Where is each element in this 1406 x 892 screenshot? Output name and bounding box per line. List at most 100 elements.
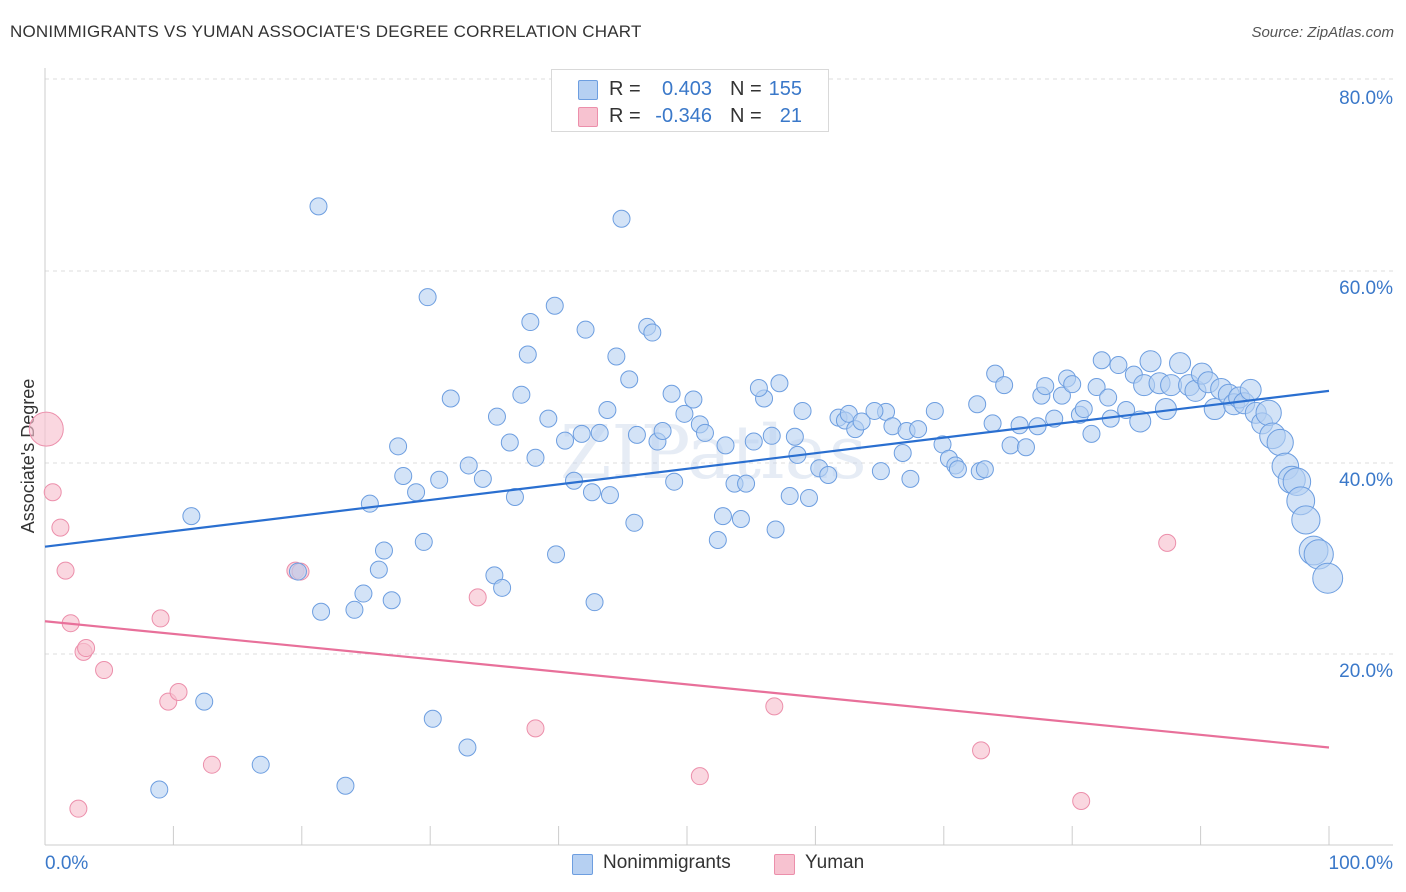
data-point-nonimmigrants: [1082, 424, 1101, 443]
data-point-nonimmigrants: [968, 395, 987, 414]
data-point-nonimmigrants: [983, 414, 1002, 433]
data-point-yuman: [43, 483, 62, 502]
y-tick-label: 40.0%: [1339, 470, 1393, 491]
data-point-nonimmigrants: [1063, 375, 1082, 394]
trend-line-nonimmigrants: [44, 389, 1330, 548]
data-point-nonimmigrants: [625, 513, 644, 532]
data-point-nonimmigrants: [585, 593, 604, 612]
data-point-nonimmigrants: [1036, 377, 1055, 396]
r-label: R =: [609, 78, 641, 100]
data-point-nonimmigrants: [909, 420, 928, 439]
data-point-nonimmigrants: [590, 423, 609, 442]
r-label: R =: [609, 105, 641, 127]
r-value: -0.346: [655, 105, 712, 127]
data-point-nonimmigrants: [627, 425, 646, 444]
data-point-nonimmigrants: [423, 709, 442, 728]
data-point-nonimmigrants: [925, 401, 944, 420]
data-point-nonimmigrants: [545, 296, 564, 315]
data-point-nonimmigrants: [369, 560, 388, 579]
data-point-yuman: [151, 609, 170, 628]
data-point-nonimmigrants: [799, 488, 818, 507]
y-axis-label: Associate's Degree: [18, 379, 38, 534]
correlation-legend: R = 0.403 N = 155 R = -0.346 N = 21: [551, 69, 829, 132]
data-point-nonimmigrants: [785, 427, 804, 446]
data-point-nonimmigrants: [195, 692, 214, 711]
data-point-yuman: [690, 767, 709, 786]
data-point-nonimmigrants: [975, 460, 994, 479]
data-point-nonimmigrants: [1239, 378, 1262, 401]
data-point-nonimmigrants: [1169, 352, 1192, 375]
series-legend: Nonimmigrants Yuman: [0, 852, 1406, 878]
data-point-nonimmigrants: [1291, 505, 1321, 535]
legend-swatch-nonimmigrants: [572, 854, 593, 875]
legend-row-nonimmigrants: R = 0.403 N = 155: [552, 76, 828, 102]
data-point-nonimmigrants: [518, 345, 537, 364]
data-point-nonimmigrants: [1255, 399, 1282, 427]
data-point-nonimmigrants: [620, 370, 639, 389]
data-point-nonimmigrants: [556, 431, 575, 450]
data-point-nonimmigrants: [382, 591, 401, 610]
data-point-nonimmigrants: [600, 486, 619, 505]
data-point-yuman: [56, 561, 75, 580]
data-point-nonimmigrants: [336, 776, 355, 795]
trend-line-yuman: [44, 620, 1330, 749]
data-point-nonimmigrants: [1092, 351, 1111, 370]
data-point-nonimmigrants: [430, 470, 449, 489]
r-value: 0.403: [661, 78, 712, 100]
data-point-yuman: [169, 683, 188, 702]
data-point-nonimmigrants: [865, 401, 884, 420]
data-point-nonimmigrants: [708, 531, 727, 550]
data-point-yuman: [972, 741, 991, 760]
n-value: 21: [779, 105, 802, 127]
data-point-nonimmigrants: [1001, 436, 1020, 455]
y-tick-labels: 20.0% 40.0% 60.0% 80.0%: [1339, 88, 1393, 682]
data-point-nonimmigrants: [441, 389, 460, 408]
data-point-nonimmigrants: [1099, 388, 1118, 407]
data-point-nonimmigrants: [473, 469, 492, 488]
legend-swatch-blue: [578, 80, 598, 100]
data-point-nonimmigrants: [493, 578, 512, 597]
data-point-yuman: [526, 719, 545, 738]
data-point-nonimmigrants: [662, 384, 681, 403]
data-point-nonimmigrants: [770, 374, 789, 393]
data-point-nonimmigrants: [1266, 428, 1294, 457]
data-point-nonimmigrants: [459, 456, 478, 475]
y-tick-label: 20.0%: [1339, 661, 1393, 682]
data-point-nonimmigrants: [598, 400, 617, 419]
data-point-nonimmigrants: [684, 390, 703, 409]
trend-lines: [44, 389, 1330, 749]
data-point-nonimmigrants: [852, 412, 871, 431]
data-point-nonimmigrants: [526, 448, 545, 467]
x-tick-label: 100.0%: [1329, 853, 1394, 874]
data-point-nonimmigrants: [766, 520, 785, 539]
data-point-nonimmigrants: [612, 209, 631, 228]
data-point-nonimmigrants: [414, 532, 433, 551]
data-point-nonimmigrants: [653, 422, 672, 441]
data-point-nonimmigrants: [893, 444, 912, 463]
data-point-nonimmigrants: [251, 755, 270, 774]
y-tick-label: 60.0%: [1339, 278, 1393, 299]
data-point-nonimmigrants: [780, 487, 799, 506]
x-tick-labels: 0.0% 100.0%: [45, 853, 1393, 874]
data-point-yuman: [69, 799, 88, 818]
legend-label-nonimmigrants: Nonimmigrants: [603, 852, 731, 873]
data-point-nonimmigrants: [819, 466, 838, 485]
data-point-nonimmigrants: [1109, 356, 1128, 375]
data-point-nonimmigrants: [675, 404, 694, 423]
data-point-nonimmigrants: [345, 600, 364, 619]
x-tick-label: 0.0%: [45, 853, 88, 874]
data-point-nonimmigrants: [762, 426, 781, 445]
grid-lines: [45, 78, 1393, 655]
data-point-nonimmigrants: [505, 487, 524, 506]
data-point-yuman: [51, 518, 70, 537]
data-point-yuman: [28, 411, 64, 447]
data-point-nonimmigrants: [512, 385, 531, 404]
data-point-nonimmigrants: [1129, 410, 1152, 433]
data-point-yuman: [1158, 533, 1177, 552]
data-point-nonimmigrants: [150, 780, 169, 799]
data-point-nonimmigrants: [572, 424, 591, 443]
data-point-nonimmigrants: [1087, 378, 1106, 397]
data-point-nonimmigrants: [713, 507, 732, 526]
data-point-nonimmigrants: [1312, 562, 1344, 594]
